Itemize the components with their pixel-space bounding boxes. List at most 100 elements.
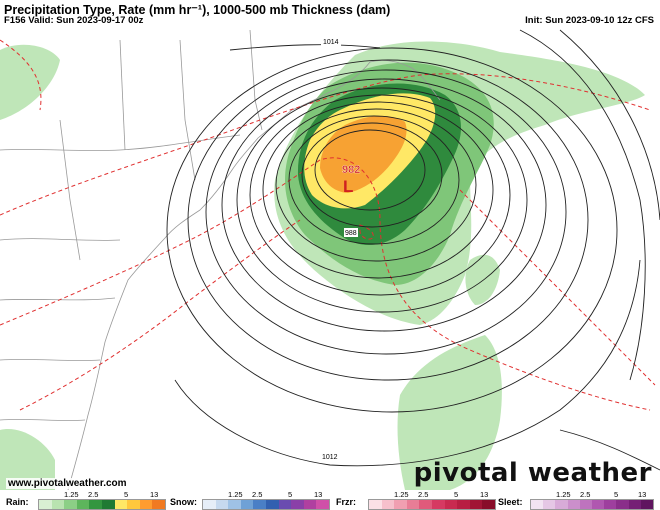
legend-swatch (89, 500, 102, 509)
brand-logo: pivotal weather (413, 458, 652, 488)
isobar-3 (288, 115, 460, 245)
isobar-8 (221, 78, 547, 332)
border-7 (179, 39, 196, 181)
legend-swatch (640, 500, 654, 509)
border-6 (59, 119, 81, 261)
website-label: www.pivotalweather.com (6, 478, 129, 489)
legend-swatch (228, 500, 241, 509)
border-2 (0, 238, 121, 241)
border-4 (0, 359, 101, 361)
isobar-label-1014: 1014 (323, 39, 339, 46)
legend-snow-ticks: 1.25 2.5 5 13 (200, 490, 330, 499)
legend-swatch (482, 500, 495, 509)
legend-tick: 1.25 (64, 490, 79, 499)
legend-sleet-bar (530, 499, 654, 510)
legend-swatch (127, 500, 140, 509)
legend-swatch (419, 500, 432, 509)
isobar-10 (187, 59, 589, 381)
rain-heavy-orange (320, 115, 407, 193)
legend-swatch (240, 500, 254, 509)
legend-frzr-ticks: 1.25 2.5 5 13 (366, 490, 496, 499)
legend-snow-bar (202, 499, 330, 510)
legend-swatch (457, 500, 470, 509)
legend-tick: 1.25 (394, 490, 409, 499)
isobar-4 (275, 108, 477, 262)
isobar-5 (262, 101, 494, 279)
legend-swatch (628, 500, 641, 509)
legend-swatch (555, 500, 568, 509)
border-5 (0, 419, 86, 421)
legend-swatch (265, 500, 279, 509)
isobar-7 (236, 87, 528, 313)
rain-light-area-west (0, 429, 55, 490)
isobar-1 (314, 129, 426, 211)
isobar-label-1012: 1012 (322, 454, 338, 461)
legend-tick: 5 (124, 490, 129, 499)
legend-swatch (291, 500, 304, 509)
legend-swatch (604, 500, 617, 509)
border-1 (0, 134, 241, 151)
weather-map: 1014 988 1012 982 L (0, 29, 660, 490)
border-8 (119, 39, 126, 151)
legend-swatch (101, 500, 115, 509)
legend-swatch (543, 500, 556, 509)
precipitation-shading (0, 41, 645, 490)
legend-tick: 1.25 (556, 490, 571, 499)
legend-swatch (531, 500, 544, 509)
legend-swatch (51, 500, 65, 509)
thickness-line-5 (0, 39, 42, 111)
legend-swatch (39, 500, 52, 509)
legend-tick: 2.5 (418, 490, 429, 499)
legend-tick: 13 (480, 490, 489, 499)
legend-swatch (469, 500, 483, 509)
legend-swatch (592, 500, 605, 509)
legend-swatch (431, 500, 445, 509)
legend-frzr: Frzr: 1.25 2.5 5 13 (336, 490, 496, 510)
isobar-6 (249, 94, 511, 296)
map-title: Precipitation Type, Rate (mm hr⁻¹), 1000… (4, 3, 391, 17)
valid-time: F156 Valid: Sun 2023-09-17 00z (4, 15, 144, 26)
legend-swatch (567, 500, 580, 509)
legend-tick: 5 (614, 490, 619, 499)
isobar-2 (301, 122, 443, 228)
isobar-far-east (559, 29, 660, 221)
legend-tick: 1.25 (228, 490, 243, 499)
legend-rain-ticks: 1.25 2.5 5 13 (36, 490, 166, 499)
legend-swatch (579, 500, 593, 509)
isobar-se (559, 429, 660, 471)
isobar-label-988: 988 (345, 230, 357, 237)
isobar-outer (174, 259, 641, 467)
legend-tick: 5 (288, 490, 293, 499)
isobar-9 (205, 69, 567, 355)
legend-swatch (444, 500, 458, 509)
rain-light-area-south (397, 335, 502, 490)
legend-frzr-label: Frzr: (336, 497, 356, 507)
legend-swatch (303, 500, 317, 509)
legend-swatch (152, 500, 165, 509)
legend-swatch (76, 500, 90, 509)
isobar-1014 (229, 44, 381, 51)
legend-swatch (253, 500, 266, 509)
legend-snow: Snow: 1.25 2.5 5 13 (170, 490, 330, 510)
legend-tick: 13 (150, 490, 159, 499)
legend-sleet-ticks: 1.25 2.5 5 13 (528, 490, 656, 499)
legend-sleet: Sleet: 1.25 2.5 5 13 (498, 490, 658, 510)
border-3 (0, 297, 116, 301)
legend-swatch (316, 500, 329, 509)
legend-tick: 2.5 (88, 490, 99, 499)
border-9 (249, 29, 263, 131)
thickness-line-3 (19, 219, 301, 411)
legend-rain-bar (38, 499, 166, 510)
legend-swatch (215, 500, 229, 509)
legend-rain-label: Rain: (6, 497, 29, 507)
legend-swatch (139, 500, 153, 509)
isobar-11 (166, 47, 618, 413)
legend-tick: 5 (454, 490, 459, 499)
low-pressure-center: 982 L (342, 164, 361, 196)
legend-swatch (616, 500, 629, 509)
legend-swatch (406, 500, 420, 509)
low-pressure-value: 982 (342, 164, 360, 176)
legend-tick: 13 (314, 490, 323, 499)
rain-light-area-east (465, 254, 500, 305)
rain-light-area-nw (0, 44, 60, 120)
